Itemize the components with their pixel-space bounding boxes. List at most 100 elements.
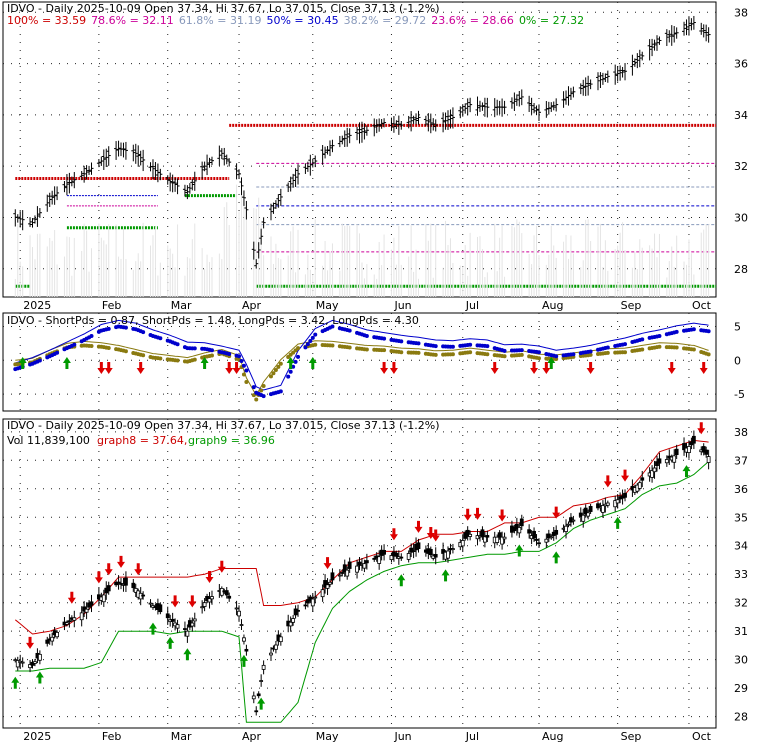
- long-period-point: [305, 342, 310, 347]
- candle-body: [605, 502, 610, 506]
- candle-body: [190, 622, 195, 627]
- candle-body: [640, 477, 645, 481]
- oscillator-buy-arrow: [308, 357, 317, 369]
- candle-body: [527, 529, 532, 534]
- long-period-point: [502, 348, 507, 353]
- long-period-point: [261, 394, 266, 399]
- buy-arrow: [11, 676, 20, 689]
- long-period-point: [433, 344, 438, 349]
- long-period-point: [237, 354, 242, 359]
- sell-arrow: [171, 595, 180, 608]
- x-tick-label: Jul: [465, 299, 479, 312]
- long-period-point: [468, 342, 473, 347]
- x-tick-label: Jun: [393, 299, 411, 312]
- candle-body: [480, 529, 485, 537]
- sell-arrow: [552, 506, 561, 519]
- candle-body: [406, 553, 411, 560]
- oscillator-legend-text: IDVO - ShortPds = 0.87, ShortPds = 1.48,…: [7, 314, 419, 327]
- candle-body: [296, 609, 300, 612]
- buy-arrow: [35, 671, 44, 684]
- candle-body: [119, 583, 123, 585]
- long-period-point: [303, 345, 308, 350]
- long-period-point: [89, 333, 94, 338]
- candle-body: [141, 594, 146, 597]
- candle-body: [672, 455, 677, 463]
- candle-body: [537, 542, 541, 545]
- candle-body: [564, 525, 568, 532]
- candle-body: [269, 652, 273, 656]
- y-tick-label: -5: [734, 388, 745, 401]
- y-tick-label: 32: [734, 597, 748, 610]
- candle-body: [210, 596, 214, 600]
- candle-body: [50, 636, 55, 642]
- long-period-point: [251, 385, 256, 390]
- x-tick-label: Sep: [621, 730, 642, 743]
- x-tick-label: 2025: [23, 299, 51, 312]
- fib-level-label: 61.8% = 31.19: [179, 14, 262, 27]
- x-tick-label: May: [316, 730, 339, 743]
- long-period-point: [519, 348, 524, 353]
- candle-body: [207, 598, 212, 603]
- y-tick-label: 31: [734, 625, 748, 638]
- buy-arrow: [183, 648, 192, 661]
- candle-body: [546, 533, 551, 539]
- candle-body: [357, 561, 362, 566]
- candle-body: [409, 547, 414, 553]
- short-period-point: [276, 364, 281, 369]
- y-tick-label: 33: [734, 568, 748, 581]
- candle-body: [158, 604, 163, 613]
- oscillator-sell-arrow: [490, 362, 499, 374]
- short-period-point: [89, 344, 94, 349]
- long-period-point: [706, 329, 711, 334]
- candle-body: [254, 710, 259, 713]
- panel-frame: [2, 312, 717, 412]
- oscillator-sell-arrow: [699, 362, 708, 374]
- long-period-point: [330, 324, 335, 329]
- candle-body: [650, 470, 654, 478]
- candle-body: [325, 584, 330, 589]
- long-period-point: [310, 335, 315, 340]
- sell-arrow: [389, 528, 398, 541]
- short-period-point: [605, 350, 610, 355]
- candle-body: [704, 449, 709, 455]
- candle-body: [623, 492, 627, 498]
- long-period-point: [313, 332, 318, 337]
- graph9-label: graph9 = 36.96: [188, 434, 275, 447]
- short-period-point: [657, 344, 662, 349]
- candle-body: [342, 564, 347, 573]
- candle-body: [578, 512, 583, 517]
- short-period-point: [244, 379, 249, 384]
- long-period-point: [674, 329, 679, 334]
- candle-body: [687, 446, 691, 453]
- short-period-point: [259, 388, 264, 393]
- candle-body: [377, 556, 382, 564]
- long-period-point: [72, 342, 77, 347]
- short-period-point: [347, 345, 352, 350]
- buy-arrow: [148, 622, 157, 635]
- long-period-point: [536, 350, 541, 355]
- candle-body: [682, 443, 686, 451]
- candle-body: [55, 631, 59, 638]
- candle-body: [549, 536, 554, 539]
- candle-body: [310, 598, 315, 607]
- short-period-point: [192, 357, 197, 362]
- long-period-point: [37, 358, 42, 363]
- candle-body: [239, 624, 244, 626]
- oscillator-sell-arrow: [389, 362, 398, 374]
- candle-body: [701, 446, 706, 453]
- y-tick-label: 37: [734, 454, 748, 467]
- candle-body: [67, 620, 72, 623]
- candle-body: [170, 618, 175, 622]
- candle-body: [482, 536, 487, 543]
- x-tick-label: Jun: [393, 730, 411, 743]
- long-period-point: [571, 352, 576, 357]
- y-tick-label: 36: [734, 58, 748, 71]
- sell-arrow: [414, 520, 423, 533]
- candle-body: [278, 636, 283, 643]
- fib-level-label: 78.6% = 32.11: [91, 14, 174, 27]
- candle-body: [84, 608, 89, 613]
- y-tick-label: 28: [734, 711, 748, 724]
- long-period-point: [227, 351, 232, 356]
- short-period-point: [268, 374, 273, 379]
- candle-body: [165, 613, 170, 619]
